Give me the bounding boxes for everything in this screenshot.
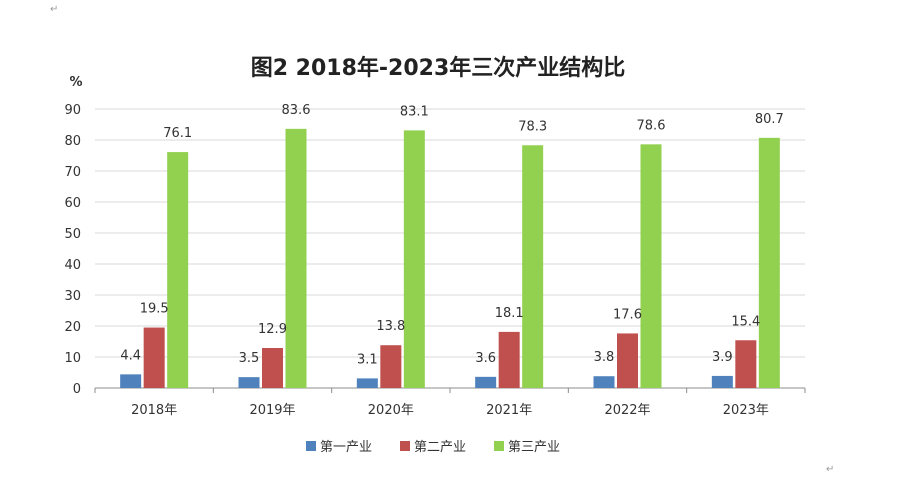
y-tick-label: 30	[64, 289, 81, 304]
bar	[522, 145, 544, 388]
legend-swatch	[400, 441, 410, 451]
data-label: 4.4	[120, 348, 141, 363]
data-label: 17.6	[613, 307, 642, 322]
bar	[758, 137, 780, 388]
y-tick-label: 40	[64, 258, 81, 273]
y-tick-label: 0	[73, 382, 81, 397]
bar	[285, 128, 307, 388]
bar	[403, 130, 425, 388]
bar	[593, 376, 615, 388]
data-label: 83.6	[282, 103, 311, 118]
axes: 0 10 20 30 40 50 60 70 80 90 2018年 2019年 2020年 2021年 2…	[64, 103, 806, 418]
y-tick-label: 80	[64, 134, 81, 149]
bar	[262, 348, 283, 388]
x-tick-label: 2018年	[131, 403, 177, 418]
x-tick-label: 2020年	[368, 403, 414, 418]
gridlines	[95, 108, 805, 358]
y-tick-label: 10	[64, 351, 81, 366]
data-label: 3.8	[594, 350, 615, 365]
bar	[711, 375, 733, 388]
x-tick-label: 2019年	[249, 403, 295, 418]
data-label: 3.1	[357, 352, 378, 367]
y-tick-label: 60	[64, 196, 81, 211]
x-tick-label: 2021年	[486, 403, 532, 418]
data-label: 18.1	[495, 306, 524, 321]
x-tick-label: 2023年	[723, 403, 769, 418]
bar	[498, 331, 520, 388]
y-tick-label: 70	[64, 165, 81, 180]
legend-label: 第一产业	[320, 440, 372, 455]
legend-label: 第二产业	[414, 440, 466, 455]
bars	[120, 128, 780, 388]
data-label: 83.1	[400, 104, 429, 119]
data-label: 3.5	[239, 351, 260, 366]
legend-swatch	[494, 441, 504, 451]
y-tick-label: 20	[64, 320, 81, 335]
data-label: 12.9	[258, 322, 287, 337]
data-label: 3.9	[712, 350, 733, 365]
legend-swatch	[306, 441, 316, 451]
data-label: 76.1	[163, 126, 192, 141]
data-label: 15.4	[731, 314, 760, 329]
data-label: 13.8	[376, 319, 405, 334]
legend: 第一产业 第二产业 第三产业	[306, 440, 560, 455]
data-label: 19.5	[140, 302, 169, 317]
paragraph-mark-top: ↵	[50, 4, 59, 15]
x-tick-label: 2022年	[604, 403, 650, 418]
data-label: 78.3	[518, 119, 547, 134]
data-label: 3.6	[475, 351, 496, 366]
y-axis-unit: %	[69, 75, 82, 90]
legend-label: 第三产业	[508, 440, 560, 455]
data-label: 80.7	[755, 112, 784, 127]
y-tick-label: 50	[64, 227, 81, 242]
bar	[735, 340, 757, 388]
bar	[640, 144, 662, 388]
data-label: 78.6	[637, 118, 666, 133]
bar	[475, 376, 497, 388]
bar	[120, 374, 142, 388]
y-tick-label: 90	[64, 103, 81, 118]
bar	[617, 333, 638, 388]
bar	[356, 378, 378, 388]
bar	[167, 152, 189, 388]
data-labels: 4.4 19.5 76.1 3.5 12.9 83.6 3.1 13.8 83.1 3.6 18.1…	[120, 103, 783, 368]
chart-title: 图2 2018年-2023年三次产业结构比	[251, 55, 626, 81]
bar	[380, 345, 402, 388]
bar	[143, 327, 165, 388]
paragraph-mark-bottom: ↵	[826, 464, 835, 475]
bar	[238, 377, 260, 388]
